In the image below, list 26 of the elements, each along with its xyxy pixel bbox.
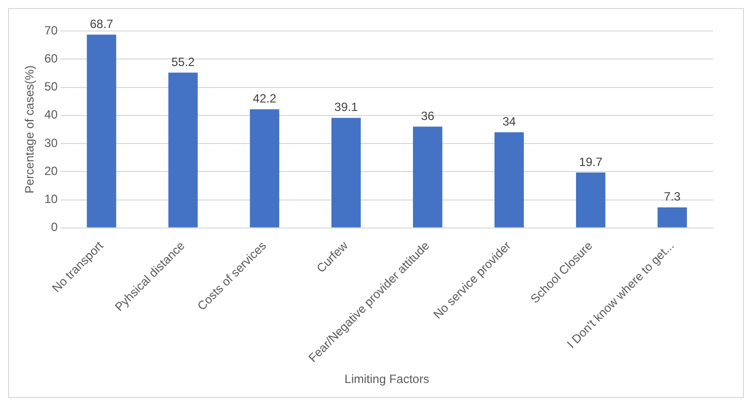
data-label: 36 [420,108,435,123]
data-label: 42.2 [252,92,277,106]
bar [331,118,361,228]
bar [250,109,280,228]
data-label: 39.1 [334,100,358,114]
bar [658,207,687,228]
y-tick-label: 10 [44,192,58,206]
bar [86,34,116,228]
y-axis-title: Percentage of cases(%) [22,65,37,194]
y-tick-label: 70 [44,23,58,38]
data-label: 68.7 [90,16,114,31]
y-tick-label: 40 [44,108,58,122]
bar [494,132,524,228]
data-label: 7.3 [664,190,681,204]
data-label: 19.7 [579,154,603,169]
data-label: 34 [502,114,516,129]
bar [168,72,198,228]
bar [576,172,606,228]
bar [412,126,442,228]
y-tick-label: 60 [44,51,58,66]
data-label: 55.2 [171,54,196,69]
y-tick-label: 30 [44,136,58,150]
y-tick-label: 50 [44,80,58,94]
x-axis-title: Limiting Factors [344,372,430,386]
y-tick-label: 0 [51,220,58,234]
y-tick-label: 20 [44,164,58,178]
